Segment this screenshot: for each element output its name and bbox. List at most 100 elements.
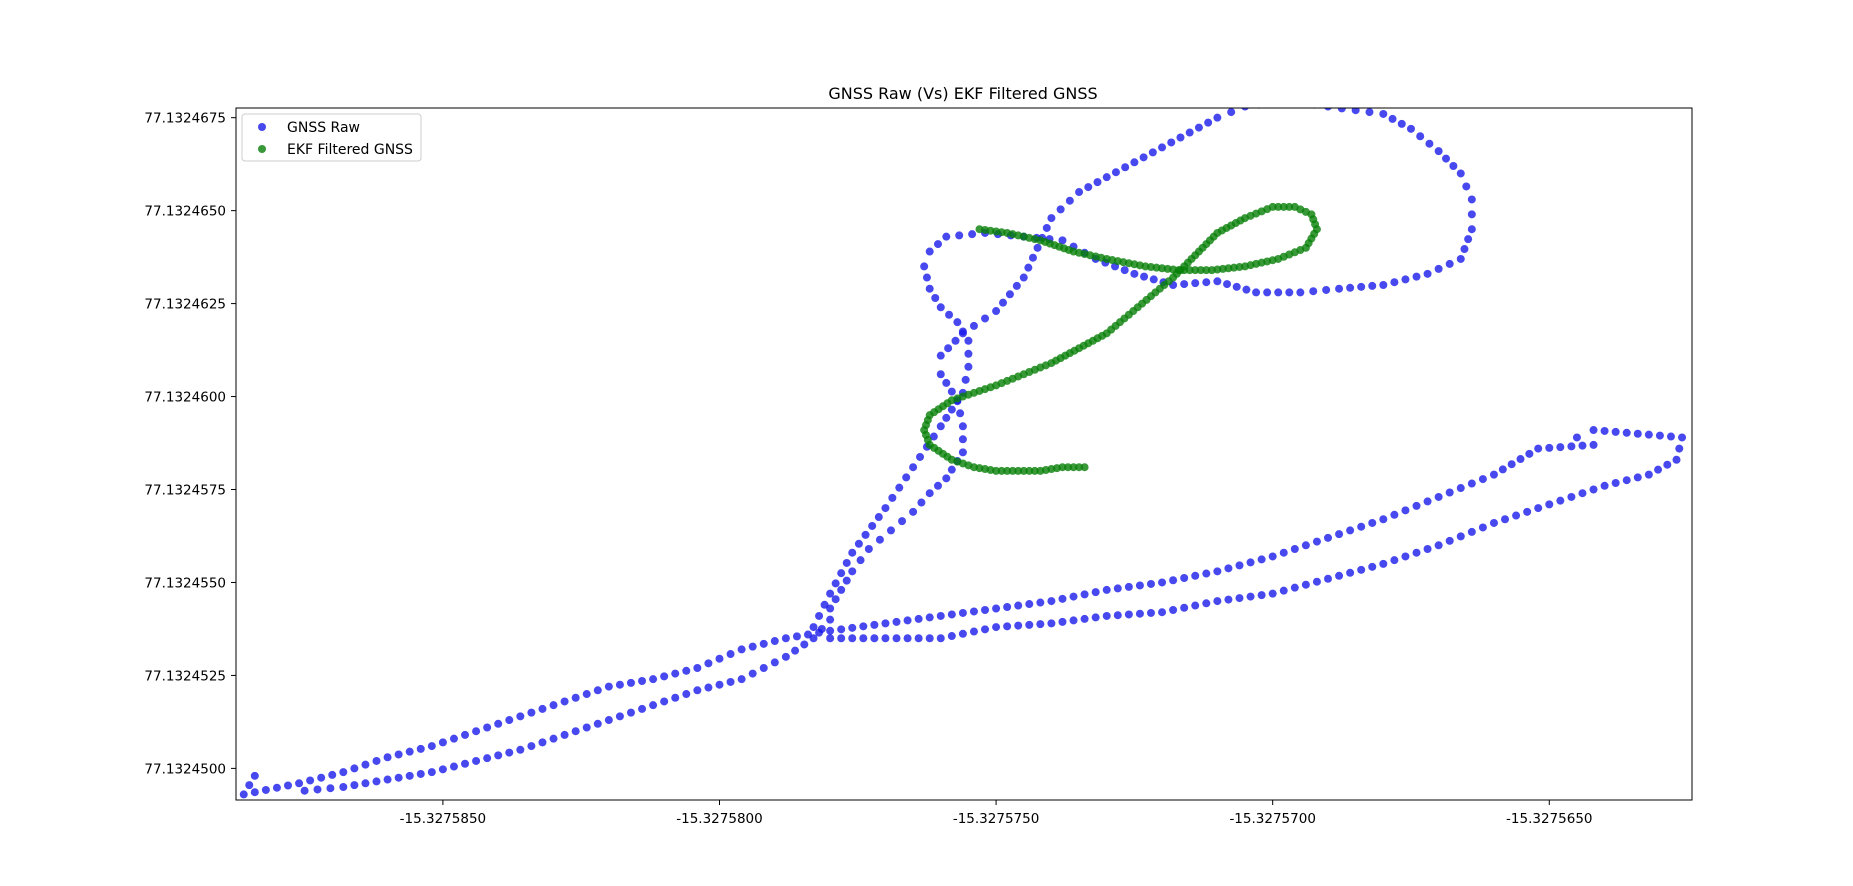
data-point — [936, 370, 945, 379]
data-point — [1069, 592, 1078, 601]
data-point — [1434, 264, 1443, 273]
y-axis: 77.1324500 77.1324525 77.1324550 77.1324575… — [144, 111, 236, 777]
data-point — [837, 634, 846, 643]
data-point — [1412, 272, 1421, 281]
data-point — [1028, 253, 1037, 262]
data-point — [981, 314, 990, 323]
legend-label-ekf-filtered: EKF Filtered GNSS — [287, 142, 413, 158]
data-point — [1191, 266, 1200, 275]
data-point — [1423, 269, 1432, 278]
data-point — [1445, 259, 1454, 268]
data-point — [909, 507, 918, 516]
data-point — [1644, 470, 1653, 479]
data-point — [1194, 123, 1203, 132]
data-point — [582, 723, 591, 732]
data-point — [1124, 582, 1133, 591]
data-point — [394, 773, 403, 782]
data-point — [1324, 108, 1332, 111]
data-point — [549, 701, 558, 710]
x-axis: -15.3275850 -15.3275800 -15.3275750 -15.327… — [400, 800, 1593, 827]
data-point — [1191, 571, 1200, 580]
data-point — [975, 225, 984, 234]
data-point — [1024, 263, 1033, 272]
data-point — [958, 422, 967, 431]
data-point — [693, 663, 702, 672]
data-point — [1498, 465, 1507, 474]
data-point — [848, 567, 857, 576]
data-point — [317, 773, 326, 782]
data-point — [1093, 178, 1102, 187]
data-point — [1545, 443, 1554, 452]
data-point — [582, 690, 591, 699]
data-point — [649, 701, 658, 710]
data-point — [914, 634, 923, 643]
data-point — [538, 704, 547, 713]
data-point — [748, 642, 757, 651]
data-point — [1600, 481, 1609, 490]
data-point — [1242, 285, 1251, 294]
data-point — [969, 607, 978, 616]
data-point — [1113, 584, 1122, 593]
data-point — [951, 336, 960, 345]
data-point — [837, 625, 846, 634]
data-point — [1139, 153, 1148, 162]
data-point — [1467, 479, 1476, 488]
data-point — [1025, 620, 1034, 629]
data-point — [1180, 280, 1189, 289]
data-point — [1556, 496, 1565, 505]
data-point — [383, 775, 392, 784]
data-point — [483, 754, 492, 763]
data-point — [917, 498, 926, 507]
data-point — [791, 646, 800, 655]
data-point — [704, 683, 713, 692]
data-point — [300, 786, 309, 795]
data-point — [427, 742, 436, 751]
data-point — [881, 634, 890, 643]
data-point — [1033, 243, 1042, 252]
data-point — [1312, 577, 1321, 586]
data-point — [874, 513, 883, 522]
data-point — [1324, 533, 1332, 542]
data-point — [1666, 432, 1675, 441]
data-point — [1180, 574, 1189, 583]
data-point — [416, 769, 425, 778]
data-point — [682, 690, 691, 699]
x-tick-label: -15.3275650 — [1506, 811, 1592, 827]
data-point — [1158, 578, 1167, 587]
data-point — [770, 658, 779, 667]
data-point — [936, 634, 945, 643]
data-point — [1467, 527, 1476, 536]
data-point — [1012, 281, 1021, 290]
data-point — [916, 452, 925, 461]
data-point — [964, 336, 973, 345]
data-point — [394, 750, 403, 759]
data-point — [1064, 463, 1072, 472]
data-point — [820, 600, 829, 609]
data-point — [859, 634, 868, 643]
data-point — [1084, 183, 1093, 192]
data-point — [1014, 621, 1023, 630]
data-point — [945, 310, 954, 319]
data-point — [981, 625, 990, 634]
data-point — [958, 608, 967, 617]
data-point — [1080, 463, 1089, 472]
data-point — [405, 771, 414, 780]
data-point — [881, 619, 890, 628]
data-point — [1467, 195, 1476, 204]
data-point — [831, 595, 840, 604]
data-point — [859, 622, 868, 631]
data-point — [898, 517, 907, 526]
data-point — [1556, 443, 1565, 452]
data-point — [494, 719, 503, 728]
data-point — [682, 666, 691, 675]
x-tick-label: -15.3275800 — [676, 811, 762, 827]
x-tick-label: -15.3275750 — [953, 811, 1039, 827]
data-point — [1379, 280, 1388, 289]
data-point — [1149, 275, 1158, 284]
data-point — [649, 675, 658, 684]
data-point — [1167, 138, 1176, 147]
legend-box — [241, 113, 422, 162]
y-tick-label: 77.1324625 — [144, 297, 226, 313]
data-point — [239, 790, 248, 799]
data-point — [964, 349, 973, 358]
